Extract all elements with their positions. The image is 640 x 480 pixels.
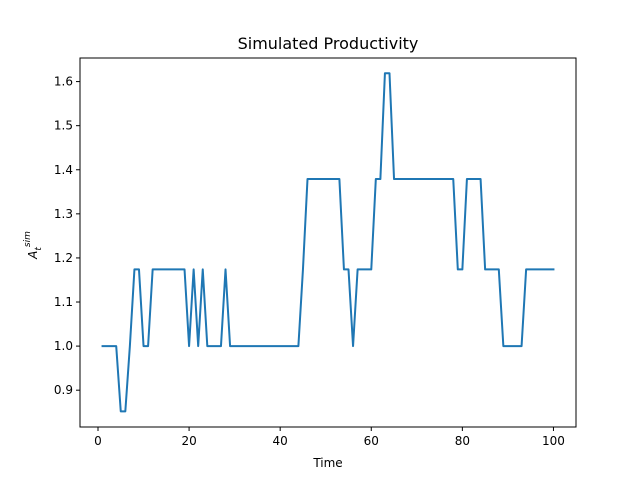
- y-axis-label-subscript: t: [34, 247, 44, 251]
- y-axis: 0.9 1.0 1.1 1.2 1.3 1.4 1.5 1.6: [54, 75, 80, 397]
- x-tick-label: 100: [542, 434, 565, 448]
- y-tick-label: 1.1: [54, 295, 73, 309]
- plot-frame: [79, 57, 577, 428]
- y-tick-label: 1.3: [54, 207, 73, 221]
- x-axis-label: Time: [312, 456, 342, 470]
- y-tick-label: 0.9: [54, 383, 73, 397]
- series-line: [101, 72, 555, 413]
- x-tick-label: 0: [94, 434, 102, 448]
- y-tick-label: 1.2: [54, 251, 73, 265]
- y-tick-label: 1.4: [54, 163, 73, 177]
- y-axis-label-base: A: [26, 251, 40, 260]
- x-tick-label: 40: [273, 434, 288, 448]
- y-axis-label: Atsim: [23, 231, 44, 260]
- x-tick-label: 20: [181, 434, 196, 448]
- x-tick-label: 60: [364, 434, 379, 448]
- plot-area: [101, 72, 555, 413]
- x-tick-label: 80: [455, 434, 470, 448]
- y-tick-label: 1.6: [54, 75, 73, 89]
- chart-title: Simulated Productivity: [238, 34, 419, 53]
- y-tick-label: 1.5: [54, 119, 73, 133]
- x-axis: 0 20 40 60 80 100: [94, 427, 565, 448]
- y-tick-label: 1.0: [54, 339, 73, 353]
- y-axis-label-superscript: sim: [23, 231, 33, 247]
